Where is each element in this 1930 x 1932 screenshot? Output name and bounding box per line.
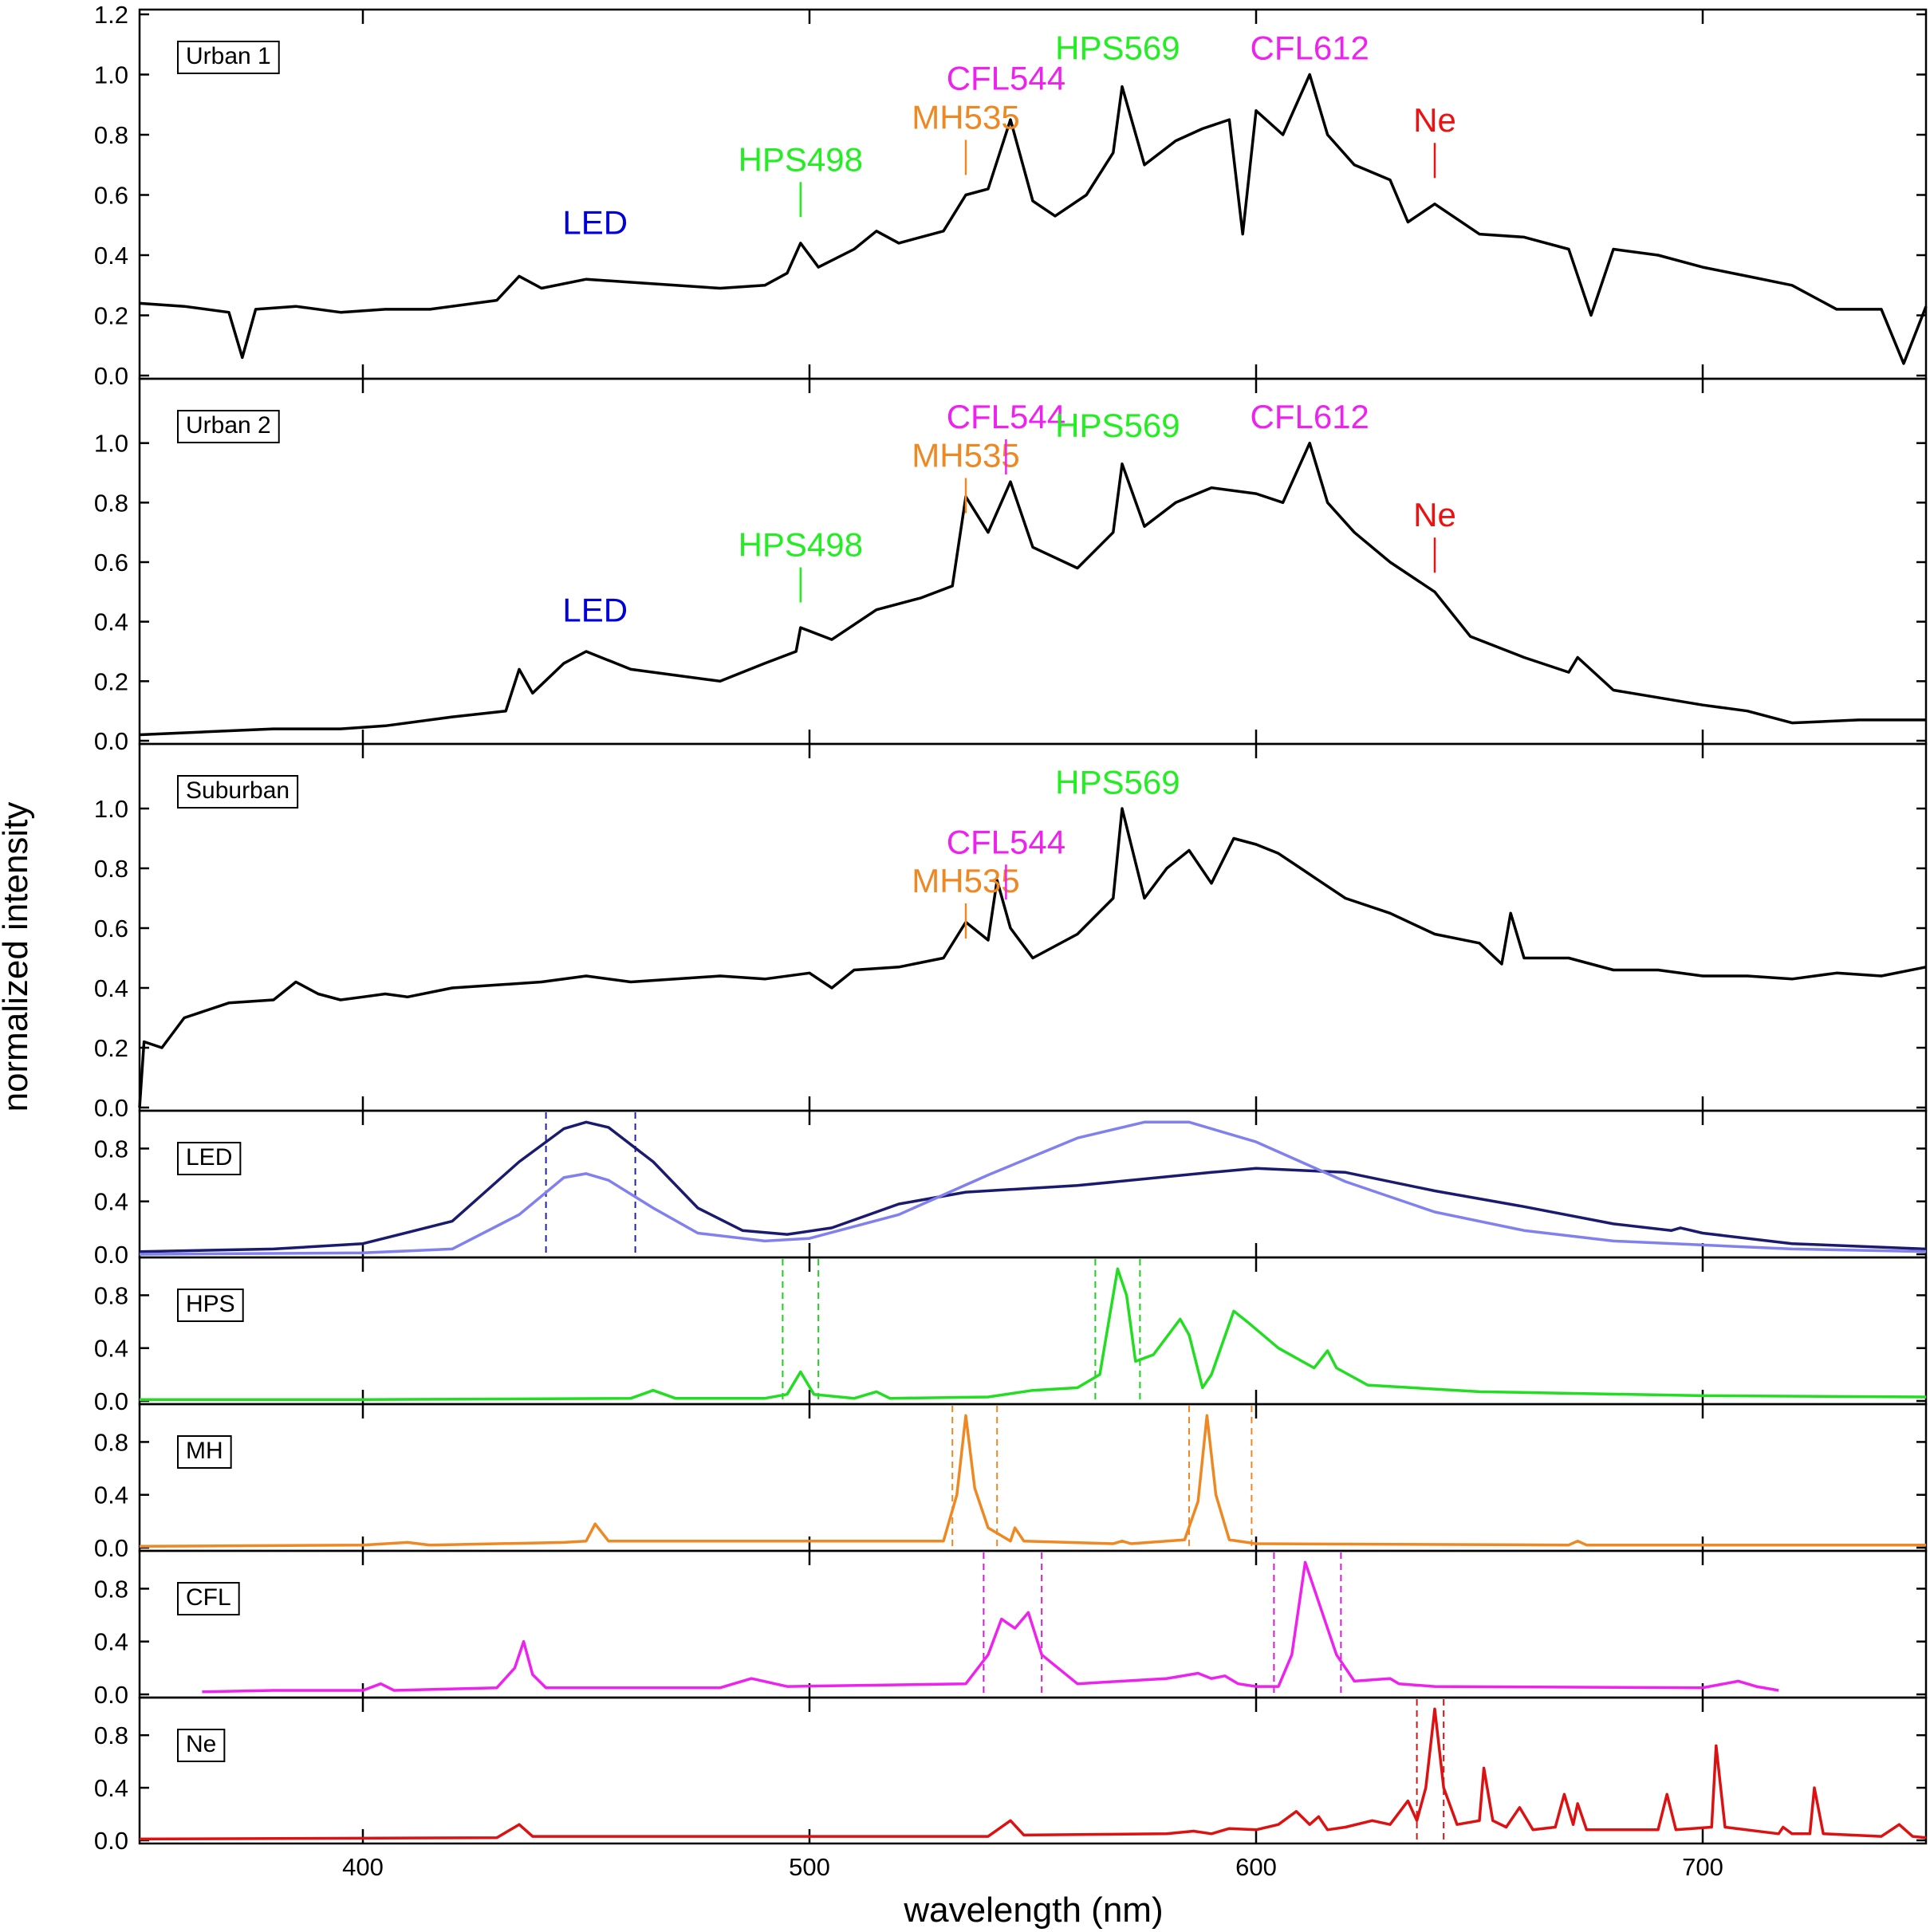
- peak-annotation: MH535: [912, 437, 1019, 474]
- y-tick-label: 1.0: [94, 430, 128, 458]
- y-tick-label: 1.0: [94, 61, 128, 89]
- peak-annotation: HPS569: [1055, 763, 1180, 801]
- y-tick-label: 0.0: [94, 1534, 128, 1562]
- x-tick-label: 400: [342, 1853, 384, 1881]
- panel-label: HPS: [186, 1291, 235, 1317]
- panel-led: 0.0 0.4 0.8 LED: [94, 1109, 1928, 1269]
- y-tick-label: 0.6: [94, 915, 128, 942]
- y-tick-label: 0.8: [94, 489, 128, 517]
- series-line: [139, 441, 1926, 737]
- series-line: [202, 1560, 1779, 1694]
- panel-label: Suburban: [186, 777, 290, 804]
- y-tick-label: 0.4: [94, 1481, 128, 1509]
- panel-label-box: [177, 1435, 232, 1469]
- panel-label-box: [177, 1289, 244, 1322]
- panel-urban1: 0.0 0.2 0.4 0.6 0.8 1.0 1.2 LED HPS498 MH535CFL54…: [94, 1, 1928, 390]
- panel-frame: [138, 742, 1928, 1112]
- panel-label-box: [177, 1142, 242, 1175]
- panel-label: Urban 2: [186, 412, 271, 439]
- panel-label-box: [177, 1582, 240, 1615]
- panel-label: CFL: [186, 1584, 231, 1611]
- peak-annotation: HPS498: [739, 140, 863, 178]
- y-tick-label: 0.2: [94, 302, 128, 330]
- panel-frame: [138, 1256, 1928, 1406]
- y-tick-label: 0.0: [94, 1094, 128, 1122]
- peak-annotation: CFL544: [947, 398, 1065, 435]
- y-tick-label: 0.4: [94, 1774, 128, 1802]
- x-tick-label: 700: [1682, 1853, 1723, 1881]
- peak-annotation: HPS569: [1055, 407, 1180, 444]
- x-tick-label: 500: [789, 1853, 830, 1881]
- y-tick-label: 1.0: [94, 795, 128, 823]
- y-tick-label: 0.2: [94, 1034, 128, 1062]
- peak-annotation: HPS569: [1055, 30, 1180, 67]
- y-tick-label: 0.0: [94, 1827, 128, 1855]
- y-tick-label: 0.4: [94, 242, 128, 270]
- peak-annotation: Ne: [1413, 101, 1456, 139]
- panel-frame: [138, 1403, 1928, 1552]
- y-tick-label: 0.8: [94, 855, 128, 883]
- panel-label: Urban 1: [186, 43, 271, 69]
- panel-frame: [138, 1109, 1928, 1259]
- peak-annotation: MH535: [912, 98, 1019, 136]
- y-tick-label: 0.8: [94, 1281, 128, 1309]
- y-tick-label: 0.6: [94, 182, 128, 210]
- peak-annotation: HPS498: [739, 526, 863, 564]
- peak-annotation: CFL544: [947, 823, 1065, 860]
- peak-annotation: MH535: [912, 862, 1019, 899]
- y-tick-label: 0.0: [94, 1387, 128, 1415]
- panel-urban2: 0.0 0.2 0.4 0.6 0.8 1.0 LED HPS498 MH535CFL544HP…: [94, 377, 1928, 755]
- series-line: [139, 1120, 1927, 1253]
- panel-label: Ne: [186, 1731, 216, 1757]
- series-line: [139, 1414, 1926, 1548]
- peak-annotation: LED: [562, 592, 628, 629]
- y-tick-label: 1.2: [94, 1, 128, 29]
- series-line: [139, 1120, 1927, 1256]
- peak-annotation: CFL612: [1250, 398, 1369, 435]
- y-tick-label: 0.8: [94, 1721, 128, 1749]
- x-tick-label: 600: [1235, 1853, 1277, 1881]
- peak-annotation: Ne: [1413, 496, 1456, 533]
- y-tick-label: 0.4: [94, 1335, 128, 1363]
- panel-label: LED: [186, 1144, 232, 1171]
- panel-label-box: [177, 775, 299, 809]
- peak-annotation: LED: [562, 204, 628, 242]
- panel-label-box: [177, 1729, 226, 1762]
- y-tick-label: 0.0: [94, 362, 128, 390]
- panel-label-box: [177, 41, 280, 74]
- series-line: [140, 1267, 1927, 1402]
- y-tick-label: 0.2: [94, 667, 128, 695]
- peak-annotation: CFL544: [947, 59, 1065, 96]
- y-tick-label: 0.8: [94, 1135, 128, 1163]
- series-line: [139, 1707, 1927, 1841]
- y-tick-label: 0.4: [94, 974, 128, 1002]
- y-tick-label: 0.4: [94, 608, 128, 636]
- y-tick-label: 0.8: [94, 1428, 128, 1456]
- spectra-panels: 0.00.20.40.60.81.01.2LEDHPS498MH535CFL54…: [94, 1, 1928, 1881]
- panel-mh: 0.0 0.4 0.8 MH: [94, 1403, 1928, 1562]
- panel-ne: 0.0 0.4 0.8 Ne: [94, 1696, 1928, 1855]
- panel-cfl: 0.0 0.4 0.8 CFL: [94, 1549, 1928, 1709]
- panel-hps: 0.0 0.4 0.8 HPS: [94, 1256, 1928, 1415]
- y-tick-label: 0.4: [94, 1628, 128, 1656]
- y-tick-label: 0.8: [94, 121, 128, 149]
- y-axis-label: normalized intensity: [0, 802, 35, 1112]
- y-tick-label: 0.0: [94, 1241, 128, 1269]
- y-tick-label: 0.6: [94, 549, 128, 576]
- panel-label-box: [177, 410, 280, 443]
- x-axis-label: wavelength (nm): [903, 1891, 1163, 1930]
- series-line: [138, 807, 1927, 1108]
- series-line: [139, 73, 1928, 365]
- y-tick-label: 0.8: [94, 1575, 128, 1603]
- y-tick-label: 0.4: [94, 1188, 128, 1216]
- peak-annotation: CFL612: [1250, 30, 1369, 67]
- y-tick-label: 0.0: [94, 1681, 128, 1709]
- panel-frame: [138, 1696, 1928, 1845]
- y-tick-label: 0.0: [94, 727, 128, 755]
- panel-label: MH: [186, 1438, 223, 1464]
